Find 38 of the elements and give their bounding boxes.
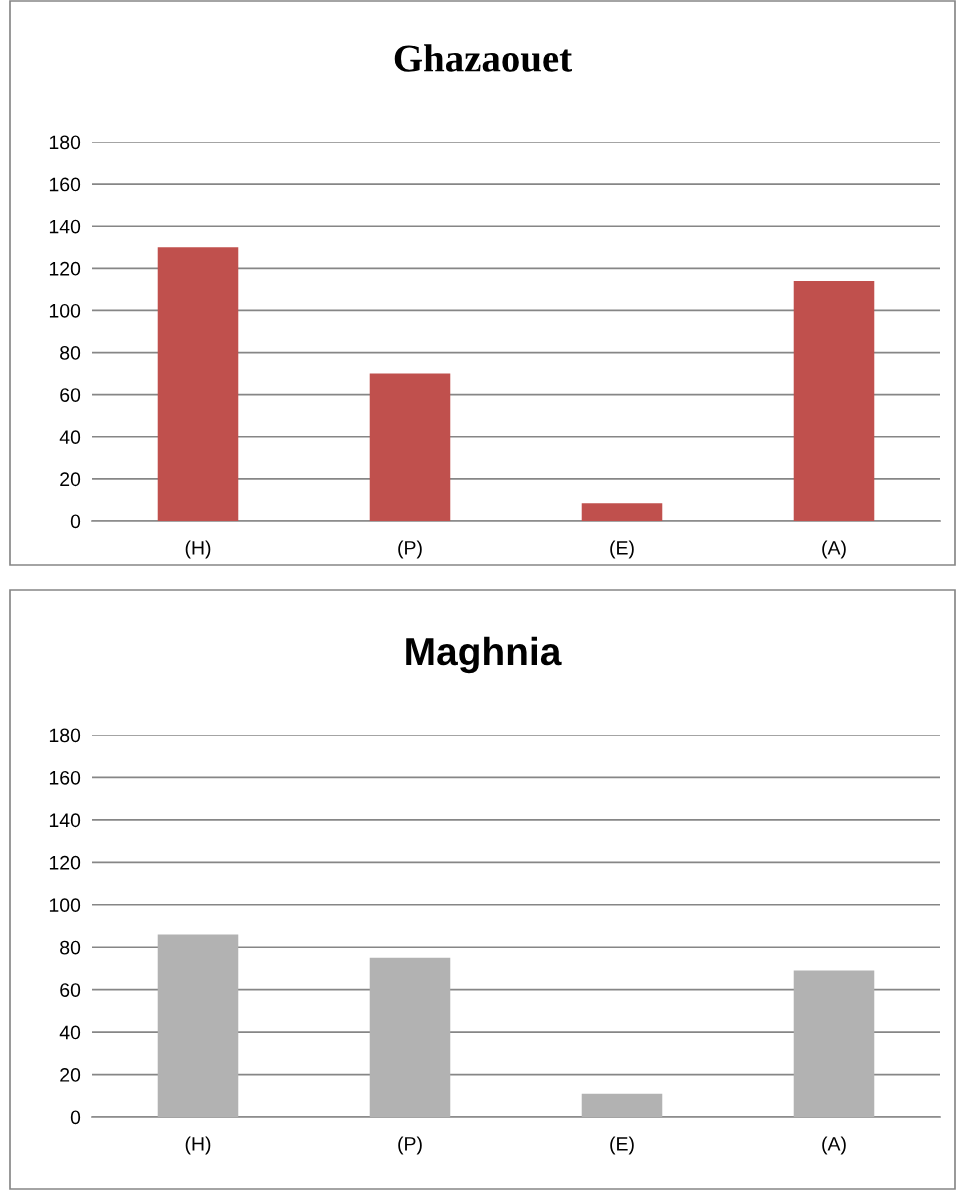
y-tick-label: 100 [49, 303, 81, 318]
y-tick-label: 80 [60, 940, 81, 955]
y-tick-label: 120 [49, 261, 81, 276]
y-tick-label: 160 [49, 770, 81, 785]
chart-title: Maghnia [406, 636, 562, 674]
y-tick-label: 140 [49, 813, 81, 828]
x-tick-label: (E) [610, 1136, 634, 1155]
x-tick-label: (E) [610, 540, 634, 559]
y-tick-label: 60 [60, 983, 81, 997]
y-tick-label: 0 [70, 1110, 81, 1125]
y-tick-label: 100 [49, 898, 81, 913]
x-tick-label: (P) [398, 540, 422, 559]
y-tick-label: 60 [60, 388, 81, 402]
y-tick-label: 180 [49, 728, 81, 743]
bar [157, 934, 239, 1117]
y-tick-label: 140 [49, 219, 81, 234]
bar [157, 247, 239, 521]
y-tick-label: 0 [70, 514, 81, 529]
y-tick-label: 120 [49, 855, 81, 870]
y-tick-label: 40 [59, 1025, 81, 1040]
bar [369, 957, 451, 1117]
bar [793, 970, 875, 1117]
bar [369, 373, 451, 521]
y-tick-label: 20 [60, 1068, 81, 1082]
x-tick-label: (H) [185, 540, 211, 559]
y-tick-label: 180 [49, 135, 81, 150]
x-tick-label: (A) [822, 540, 846, 559]
bar [581, 1093, 663, 1117]
y-tick-label: 160 [49, 177, 81, 192]
bar [793, 280, 875, 521]
x-tick-label: (P) [398, 1136, 422, 1155]
x-tick-label: (H) [185, 1136, 211, 1155]
y-tick-label: 80 [60, 346, 81, 360]
chart-title: Ghazaouet [394, 44, 572, 72]
x-tick-label: (A) [822, 1136, 846, 1155]
y-tick-label: 20 [60, 472, 81, 487]
y-tick-label: 40 [59, 430, 81, 445]
bar [581, 503, 663, 521]
